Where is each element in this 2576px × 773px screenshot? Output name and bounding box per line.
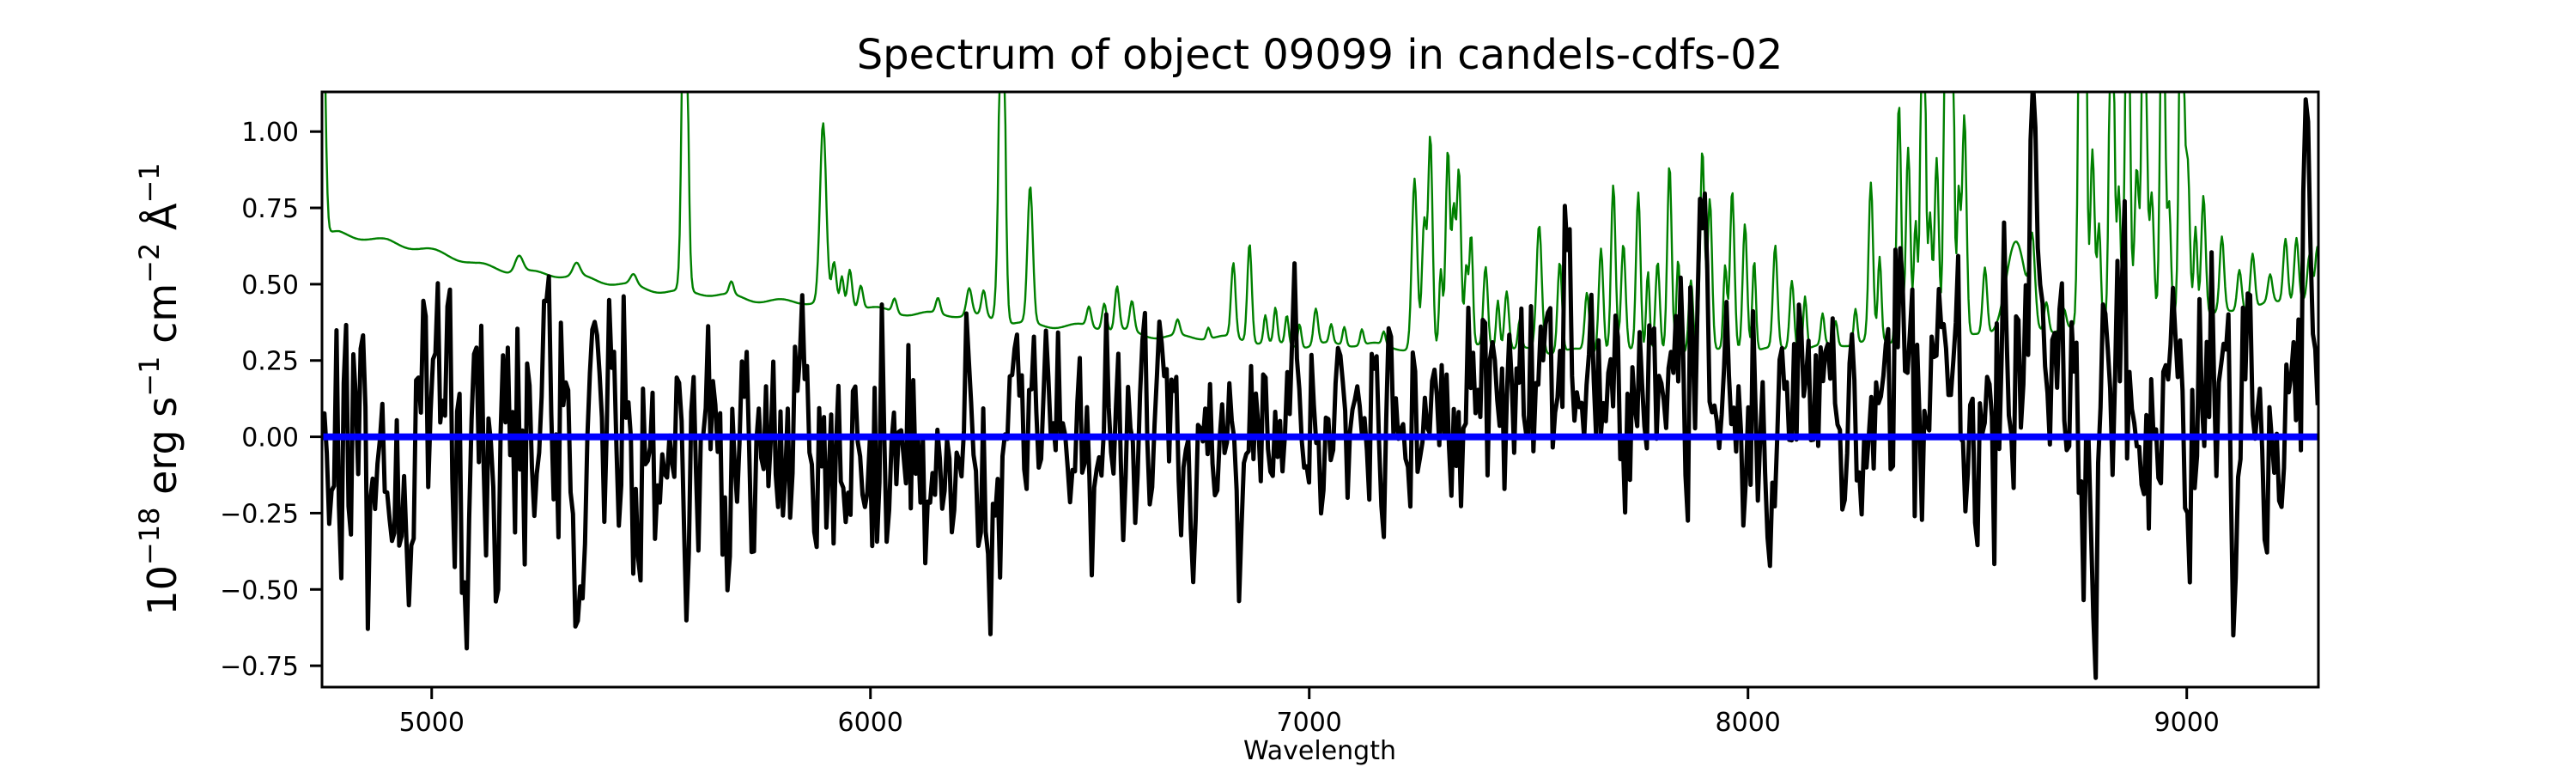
x-axis-label: Wavelength bbox=[1243, 736, 1396, 766]
object-spectrum-line bbox=[322, 92, 2318, 680]
x-tick-label: 5000 bbox=[399, 708, 465, 738]
plot-area bbox=[322, 92, 2318, 680]
x-tick-label: 6000 bbox=[838, 708, 903, 738]
y-tick-label: 1.00 bbox=[241, 118, 299, 148]
axes-spines bbox=[320, 90, 2320, 689]
x-tick-label: 7000 bbox=[1277, 708, 1342, 738]
chart-title: Spectrum of object 09099 in candels-cdfs… bbox=[857, 31, 1783, 79]
x-tick-label: 8000 bbox=[1716, 708, 1781, 738]
y-tick-label: 0.25 bbox=[241, 347, 299, 377]
y-tick-label: −0.50 bbox=[220, 575, 299, 606]
axis-tick-labels: 5000 6000 7000 8000 9000 1.00 0.75 0.50 0.25 0.00… bbox=[220, 118, 2220, 738]
y-tick-label: 0.75 bbox=[241, 194, 299, 224]
y-axis-label: 10−18​ erg s−1​ cm−2​ Å−1​ bbox=[133, 162, 185, 615]
sky-noise-spectrum-line bbox=[324, 92, 2318, 356]
y-tick-label: 0.50 bbox=[241, 271, 299, 301]
y-tick-label: −0.75 bbox=[220, 652, 299, 682]
axis-ticks bbox=[310, 130, 2189, 699]
y-tick-label: 0.00 bbox=[241, 423, 299, 453]
x-tick-label: 9000 bbox=[2154, 708, 2220, 738]
y-tick-label: −0.25 bbox=[220, 499, 299, 529]
